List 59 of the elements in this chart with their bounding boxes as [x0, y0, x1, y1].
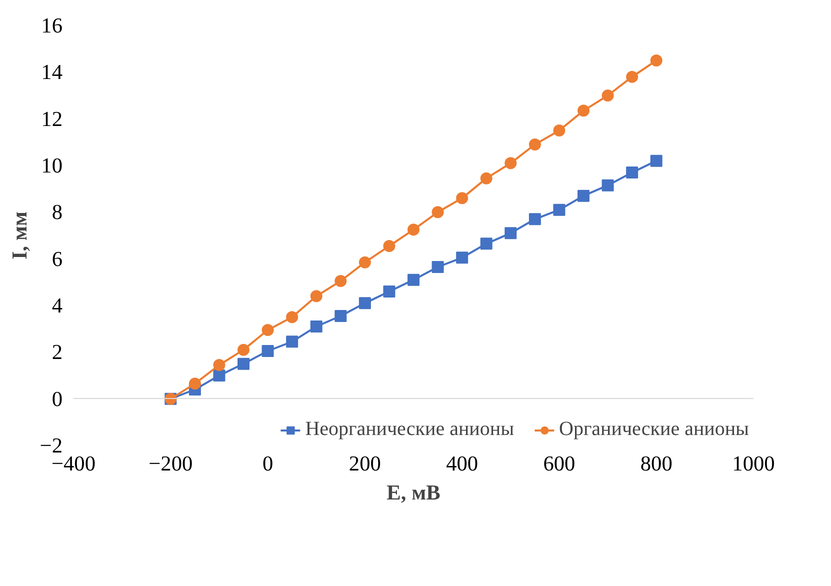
- point: [432, 261, 444, 273]
- y-tick-label: 14: [41, 60, 63, 84]
- point: [480, 238, 492, 250]
- x-tick-label: 400: [446, 452, 478, 476]
- point: [238, 344, 250, 356]
- x-tick-label: 600: [543, 452, 576, 476]
- point: [456, 252, 468, 264]
- point: [383, 286, 396, 298]
- x-tick-label: 800: [640, 452, 672, 476]
- y-tick-label: 16: [41, 14, 63, 38]
- y-tick-label: 12: [41, 106, 62, 131]
- y-tick-label: 4: [52, 294, 63, 318]
- point: [358, 297, 371, 310]
- point: [553, 124, 566, 136]
- point: [480, 172, 492, 184]
- point: [310, 290, 322, 302]
- legend-label: Органические анионы: [559, 418, 749, 441]
- point: [383, 240, 396, 252]
- y-tick-label: 0: [52, 386, 63, 411]
- point: [408, 274, 420, 286]
- point: [213, 359, 226, 371]
- point: [650, 54, 662, 66]
- x-tick-label: −200: [148, 452, 193, 476]
- point: [528, 213, 541, 226]
- point: [238, 358, 250, 370]
- y-tick-label: 6: [52, 246, 63, 271]
- point: [528, 138, 541, 150]
- point: [578, 104, 590, 117]
- point: [358, 256, 371, 268]
- point: [602, 90, 614, 102]
- point: [310, 320, 322, 332]
- point: [456, 192, 468, 204]
- point: [334, 275, 347, 287]
- point: [626, 70, 638, 83]
- point: [626, 166, 638, 178]
- point: [262, 345, 274, 357]
- y-tick-label: 8: [52, 200, 63, 224]
- y-axis-title: I, мм: [8, 211, 32, 260]
- x-tick-label: 1000: [732, 452, 775, 476]
- point: [578, 190, 590, 202]
- point: [188, 378, 201, 390]
- point: [408, 224, 420, 236]
- point: [650, 154, 662, 167]
- point: [334, 310, 347, 322]
- point: [262, 324, 274, 336]
- point: [504, 227, 517, 240]
- point: [286, 336, 298, 348]
- point: [286, 311, 298, 324]
- x-tick-label: 0: [262, 452, 274, 476]
- point: [432, 206, 444, 218]
- point: [504, 157, 517, 170]
- point: [213, 370, 226, 382]
- y-tick-label: 2: [52, 340, 63, 364]
- x-axis-title: E, мВ: [386, 480, 440, 504]
- y-tick-label: 10: [41, 154, 62, 178]
- legend-label: Неорганические анионы: [305, 418, 514, 441]
- point: [553, 204, 566, 216]
- point: [602, 179, 614, 192]
- x-tick-label: 200: [348, 452, 381, 476]
